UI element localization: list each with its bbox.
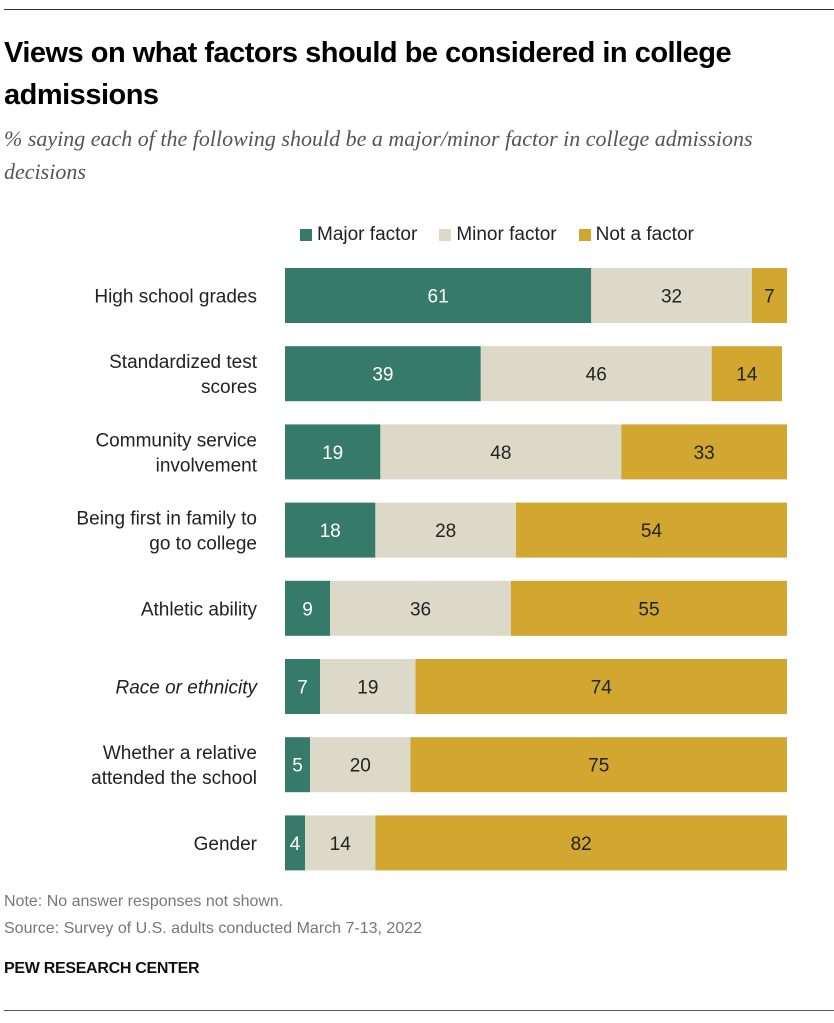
data-label: 74: [591, 678, 613, 699]
legend-swatch-major: [300, 229, 312, 241]
data-label: 19: [357, 678, 378, 699]
data-label: 7: [297, 678, 308, 699]
bar-segment-minor: [380, 424, 622, 480]
data-label: 19: [322, 443, 343, 464]
legend-label-minor: Minor factor: [456, 224, 557, 245]
bar-segment-not: [621, 424, 787, 480]
data-label: 7: [764, 287, 775, 308]
category-label: High school grades: [94, 287, 257, 308]
source: Source: Survey of U.S. adults conducted …: [4, 920, 423, 937]
bar-segment-not: [515, 502, 787, 558]
category-label: Being first in family to go to college: [76, 509, 257, 555]
bar-segment-minor: [591, 268, 752, 323]
legend-label-major: Major factor: [317, 224, 418, 245]
category-label: Athletic ability: [141, 599, 258, 620]
category-label: Gender: [194, 834, 258, 855]
data-label: 18: [320, 521, 341, 542]
bar-segment-minor: [310, 737, 411, 793]
bar-segment-major: [285, 502, 376, 558]
data-label: 48: [490, 443, 511, 464]
data-label: 32: [661, 287, 682, 308]
bar-segment-minor: [330, 580, 511, 636]
chart-subtitle: % saying each of the following should be…: [4, 126, 753, 184]
legend-item-not: Not a factor: [578, 224, 694, 246]
bottom-rule: [4, 1010, 834, 1011]
bar-segment-minor: [375, 502, 516, 558]
legend-label-not: Not a factor: [595, 224, 694, 245]
bar-segment-major: [285, 737, 311, 793]
data-label: 5: [292, 756, 303, 777]
chart-title: Views on what factors should be consider…: [4, 37, 732, 111]
note: Note: No answer responses not shown.: [4, 893, 284, 910]
legend-swatch-minor: [439, 229, 452, 241]
bar-segment-not: [751, 268, 787, 323]
bar-segment-minor: [320, 659, 416, 714]
bar-segment-major: [285, 424, 381, 480]
top-rule: [4, 9, 834, 10]
bar-segment-not: [375, 815, 787, 871]
data-label: 36: [410, 599, 431, 620]
data-label: 61: [428, 287, 449, 308]
data-label: 14: [330, 834, 352, 855]
category-label: Race or ethnicity: [115, 678, 258, 699]
data-label: 54: [641, 521, 663, 542]
legend: Major factor Minor factor Not a factor: [300, 224, 694, 246]
brand-logo-text: PEW RESEARCH CENTER: [4, 960, 200, 977]
bar-segment-not: [510, 580, 787, 636]
data-label: 82: [571, 834, 592, 855]
category-label: Community service involvement: [95, 430, 257, 476]
data-label: 4: [290, 834, 301, 855]
category-label: Standardized test scores: [109, 352, 258, 398]
bar-segment-major: [285, 268, 592, 323]
data-label: 75: [588, 756, 609, 777]
data-label: 55: [638, 599, 659, 620]
bar-segment-not: [711, 346, 782, 402]
category-label: Whether a relative attended the school: [91, 743, 257, 789]
bar-segment-minor: [305, 815, 376, 871]
data-label: 14: [736, 365, 758, 386]
bar-segment-major: [285, 346, 481, 402]
bar-segment-major: [285, 659, 321, 714]
bar-segment-not: [410, 737, 787, 793]
bar-segment-minor: [480, 346, 712, 402]
bar-segment-not: [415, 659, 787, 714]
bar-segment-major: [285, 815, 306, 871]
legend-swatch-not: [578, 229, 591, 241]
data-label: 33: [694, 443, 715, 464]
legend-item-major: Major factor: [300, 224, 417, 246]
data-label: 46: [586, 365, 607, 386]
data-label: 9: [302, 599, 313, 620]
data-label: 39: [372, 365, 393, 386]
data-label: 20: [350, 756, 371, 777]
bar-segment-major: [285, 580, 331, 636]
legend-item-minor: Minor factor: [439, 224, 557, 246]
data-label: 28: [435, 521, 456, 542]
